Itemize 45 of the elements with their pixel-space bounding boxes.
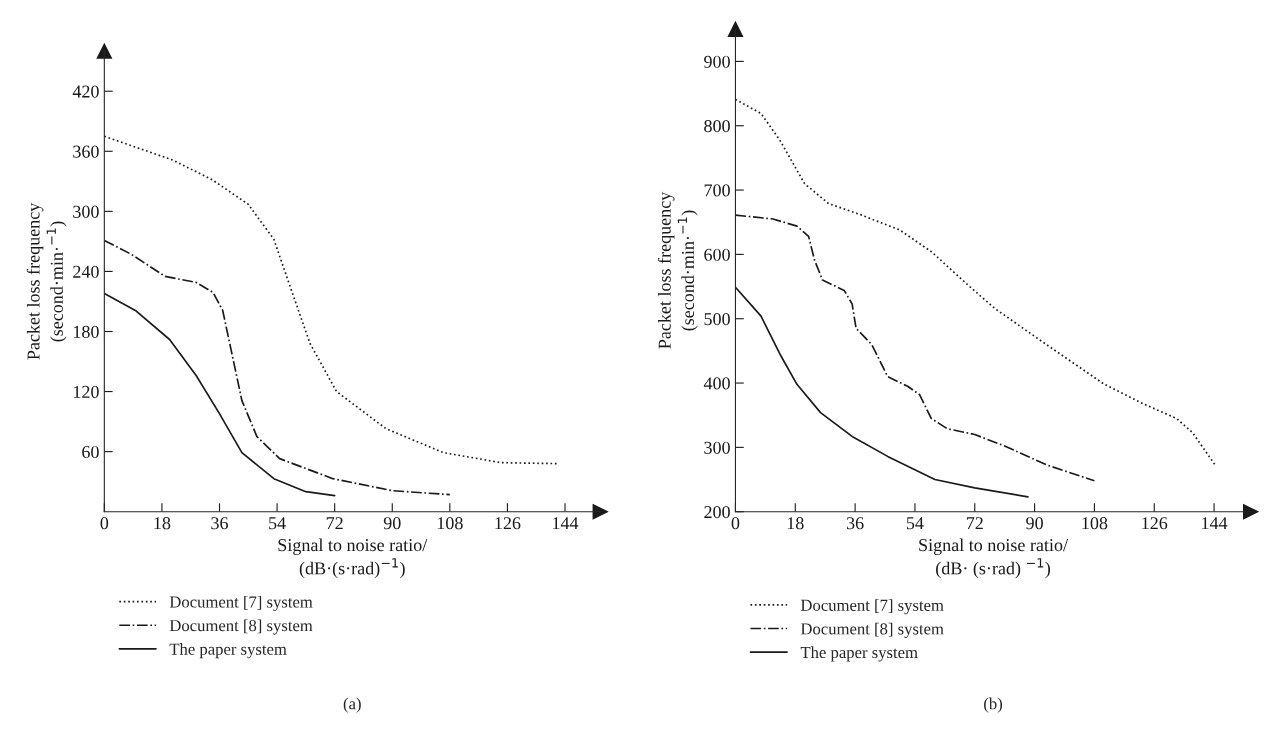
x-tick-label: 72 bbox=[966, 517, 983, 530]
x-axis-title: Signal to noise ratio/ (dB· (s·rad) $^{−1}$) bbox=[919, 538, 1069, 579]
y-tick-label: 200 bbox=[704, 505, 730, 519]
x-tick-label: 90 bbox=[1026, 517, 1043, 530]
x-tick-label: 126 bbox=[1142, 517, 1168, 530]
x-tick-label: 108 bbox=[437, 517, 463, 530]
text: (b) bbox=[984, 697, 1003, 713]
x-tick-label: 18 bbox=[154, 517, 171, 530]
y-tick-label: 60 bbox=[82, 445, 99, 459]
y-tick-label: 300 bbox=[73, 205, 99, 218]
x-tick-label: 72 bbox=[326, 517, 343, 530]
legend-label: Document [7] system bbox=[169, 595, 313, 612]
y-tick-label: 600 bbox=[704, 248, 730, 261]
y-tick-label: 360 bbox=[73, 145, 99, 158]
x-tick-label: 36 bbox=[846, 517, 864, 530]
y-axis-title: Packet loss frequency (second·min·$^{−1}$) bbox=[26, 202, 67, 360]
y-tick-label: 700 bbox=[704, 184, 730, 197]
legend-label: Document [8] system bbox=[800, 622, 944, 638]
x-tick-label: 18 bbox=[787, 517, 804, 530]
y-tick-label: 120 bbox=[73, 385, 99, 398]
y-tick-label: 400 bbox=[703, 377, 730, 390]
legend-label: Document [7] system bbox=[800, 599, 944, 615]
x-tick-label: 126 bbox=[495, 517, 521, 530]
y-tick-label: 500 bbox=[704, 312, 730, 326]
x-axis-title: Signal to noise ratio/ (dB·(s·rad)$^{−1}$) bbox=[278, 538, 428, 579]
y-tick-label: 900 bbox=[704, 55, 730, 68]
text: (a) bbox=[343, 697, 361, 713]
x-tick-label: 0 bbox=[731, 517, 740, 530]
legend-label: The paper system bbox=[800, 646, 918, 662]
legend-label: The paper system bbox=[169, 643, 287, 659]
y-tick-label: 420 bbox=[72, 85, 99, 98]
x-tick-label: 54 bbox=[269, 517, 286, 530]
x-tick-label: 54 bbox=[906, 517, 924, 530]
x-tick-label: 108 bbox=[1082, 517, 1108, 530]
x-tick-label: 36 bbox=[211, 517, 228, 530]
x-tick-label: 144 bbox=[1202, 517, 1228, 530]
y-axis-title: Packet loss frequency (second·min·$^{−1}$) bbox=[657, 191, 698, 349]
x-tick-label: 144 bbox=[553, 517, 579, 530]
legend-label: Document [8] system bbox=[169, 619, 313, 635]
x-tick-label: 90 bbox=[383, 517, 401, 530]
x-tick-label: 0 bbox=[100, 517, 109, 530]
y-tick-label: 300 bbox=[704, 441, 730, 454]
y-tick-label: 180 bbox=[73, 325, 99, 338]
y-tick-label: 240 bbox=[73, 265, 99, 278]
y-tick-label: 800 bbox=[704, 119, 730, 133]
